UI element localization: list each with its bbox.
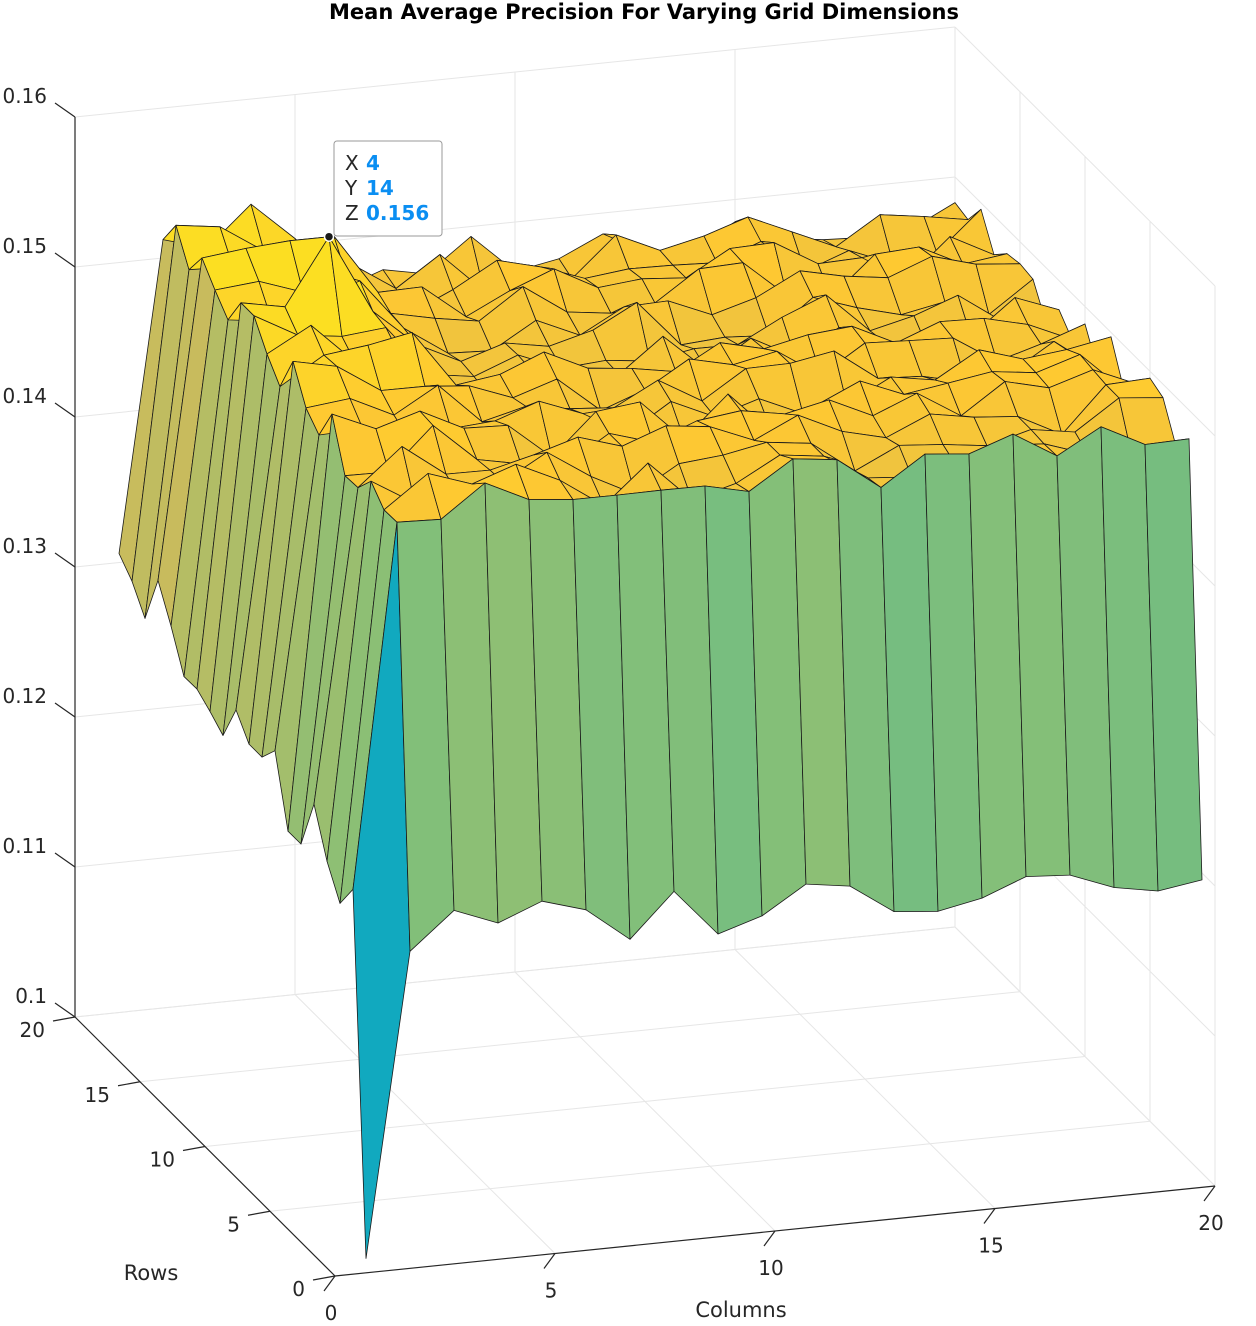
- z-tick-mark: [54, 702, 76, 718]
- y-tick-label: 5: [227, 1212, 240, 1236]
- datatip-box: [333, 140, 443, 237]
- x-tick-label: 10: [758, 1256, 783, 1280]
- grid-sidewall-z: [954, 926, 1216, 1187]
- axes: [52, 102, 1216, 1292]
- grid-floor-y: [269, 1120, 1151, 1212]
- y-tick-mark: [247, 1210, 271, 1216]
- x-tick-label: 20: [1198, 1211, 1223, 1235]
- grid-floor-y: [139, 991, 1021, 1083]
- z-tick-mark: [54, 252, 76, 268]
- datatip-y-value: 14: [366, 176, 394, 200]
- z-tick-label: 0.15: [2, 234, 47, 258]
- x-tick-label: 15: [978, 1234, 1003, 1258]
- chart-title: Mean Average Precision For Varying Grid …: [329, 0, 959, 24]
- z-tick-label: 0.12: [2, 684, 47, 708]
- y-tick-label: 10: [150, 1148, 175, 1172]
- z-tick-mark: [54, 1002, 76, 1018]
- datatip[interactable]: X 4 Y 14 Z 0.156: [323, 140, 443, 242]
- datatip-y-key: Y: [344, 176, 358, 200]
- x-tick-label: 0: [325, 1301, 338, 1325]
- grid-floor-y: [204, 1056, 1086, 1147]
- z-tick-mark: [54, 852, 76, 868]
- y-tick-label: 15: [85, 1083, 110, 1107]
- y-tick-mark: [312, 1275, 336, 1281]
- z-tick-mark: [54, 552, 76, 568]
- surface-plot[interactable]: [118, 202, 1203, 1259]
- x-tick-mark: [763, 1230, 776, 1247]
- y-axis-label: Rows: [124, 1261, 179, 1285]
- y-tick-mark: [117, 1081, 141, 1087]
- grid-sidewall-z: [954, 176, 1216, 437]
- z-tick-label: 0.16: [2, 84, 47, 108]
- x-tick-label: 5: [545, 1279, 558, 1303]
- tick-labels: 0 5 10 15 20 0 5 10 15 20 0.1 0.11 0.12 0.13 0.14 0.15 0…: [2, 84, 1223, 1325]
- y-tick-mark: [52, 1016, 76, 1022]
- grid-backwall-z: [74, 926, 956, 1018]
- y-tick-label: 20: [20, 1018, 45, 1042]
- z-tick-mark: [54, 402, 76, 418]
- x-tick-mark: [543, 1253, 556, 1269]
- grid-sidewall-z: [954, 26, 1216, 287]
- datatip-z-key: Z: [345, 201, 359, 225]
- z-tick-label: 0.11: [2, 834, 47, 858]
- surface-face[interactable]: [1144, 438, 1203, 892]
- x-tick-mark: [323, 1275, 336, 1292]
- datatip-z-value: 0.156: [366, 201, 429, 225]
- x-tick-mark: [983, 1208, 996, 1224]
- z-tick-label: 0.14: [2, 384, 47, 408]
- datatip-x-value: 4: [366, 151, 380, 175]
- datatip-marker: [323, 231, 335, 242]
- datatip-x-key: X: [345, 151, 359, 175]
- x-axis-label: Columns: [695, 1298, 786, 1322]
- z-tick-label: 0.1: [15, 984, 47, 1008]
- z-tick-label: 0.13: [2, 534, 47, 558]
- y-tick-mark: [182, 1145, 206, 1152]
- x-tick-mark: [1203, 1185, 1216, 1202]
- y-tick-label: 0: [292, 1277, 305, 1301]
- grid-backwall-z: [74, 26, 956, 118]
- z-tick-mark: [54, 102, 76, 118]
